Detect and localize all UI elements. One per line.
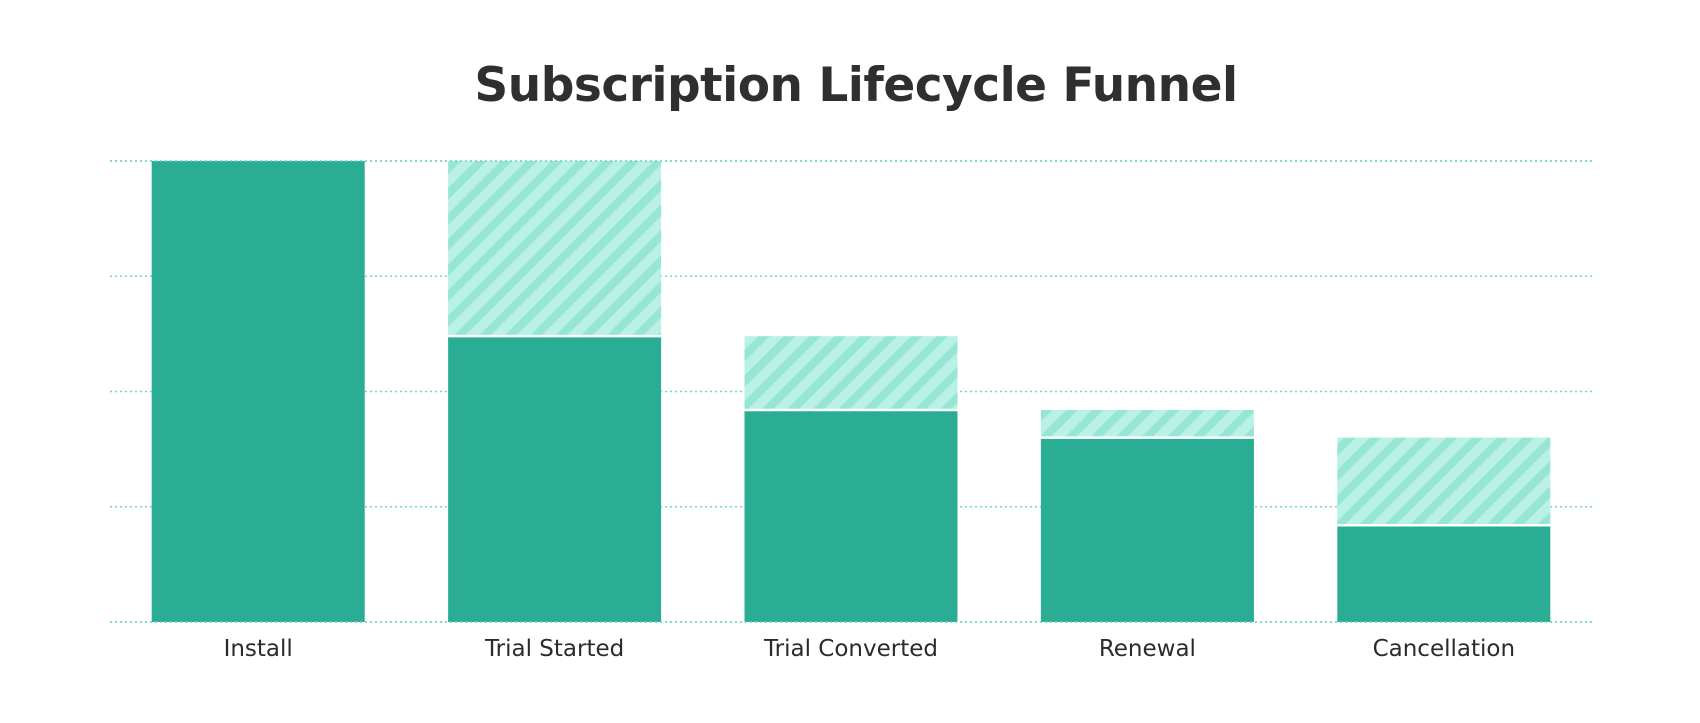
- chart-title: Subscription Lifecycle Funnel: [474, 58, 1238, 113]
- dropoff-renewal: [1040, 409, 1254, 438]
- dropoff-cancellation: [1337, 437, 1551, 526]
- dropoff-trial-started: [448, 161, 662, 337]
- bar-cancellation: [1337, 525, 1551, 622]
- bars: [110, 160, 1592, 623]
- category-label: Trial Started: [484, 636, 624, 662]
- bar-install: [151, 161, 365, 622]
- bar-renewal: [1040, 437, 1254, 622]
- category-label: Renewal: [1099, 636, 1196, 662]
- dropoff-trial-converted: [744, 336, 958, 410]
- category-label: Cancellation: [1373, 636, 1515, 662]
- bar-trial-started: [448, 336, 662, 622]
- category-label: Trial Converted: [763, 636, 938, 662]
- category-label: Install: [224, 636, 293, 662]
- category-labels: Install Trial Started Trial Converted Renew…: [224, 636, 1515, 662]
- bar-trial-converted: [744, 409, 958, 622]
